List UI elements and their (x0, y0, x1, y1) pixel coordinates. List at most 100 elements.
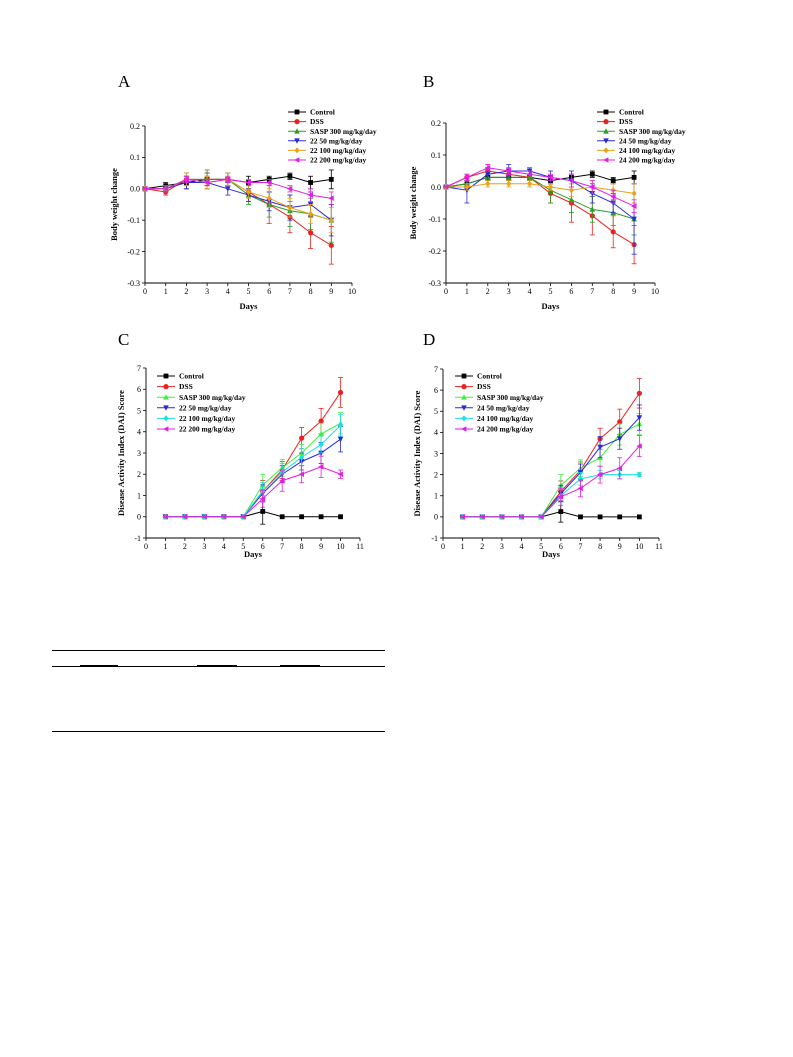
y-tick-label: 4 (137, 428, 141, 437)
data-point (142, 186, 148, 192)
legend-entry: 24 200 mg/kg/day (619, 156, 676, 165)
x-tick-label: 5 (549, 287, 553, 296)
data-point (318, 464, 324, 470)
data-point (299, 454, 305, 461)
series-6: 22 200 mg/kg/day (142, 156, 367, 205)
y-tick-label: 6 (137, 385, 141, 394)
data-point (557, 494, 564, 500)
x-tick-label: 1 (163, 542, 167, 551)
legend-marker (294, 157, 300, 163)
data-point (337, 389, 344, 396)
data-point (589, 184, 595, 190)
data-point (479, 514, 485, 520)
data-point (204, 179, 210, 186)
x-tick-label: 8 (309, 287, 313, 296)
data-point (224, 176, 231, 183)
legend-entry: DSS (619, 117, 633, 126)
data-point (610, 178, 616, 183)
data-point (308, 180, 313, 185)
data-point (279, 514, 285, 520)
x-tick-label: 9 (329, 287, 333, 296)
data-point (307, 192, 313, 198)
legend-entry: SASP 300 mg/kg/day (179, 393, 246, 402)
legend-marker (461, 373, 467, 379)
legend-marker (461, 426, 467, 432)
x-tick-label: 5 (247, 287, 251, 296)
data-point (610, 193, 616, 200)
data-point (631, 203, 637, 209)
table-rule-bottom (52, 731, 385, 732)
x-tick-label: 11 (655, 542, 663, 551)
panel-letter: C (118, 330, 129, 349)
data-point (589, 206, 596, 212)
x-axis-label: Days (542, 301, 561, 311)
x-tick-label: 9 (618, 542, 622, 551)
legend-marker (294, 147, 300, 154)
x-tick-label: 6 (261, 542, 265, 551)
x-tick-label: 8 (300, 542, 304, 551)
y-tick-label: 7 (434, 365, 438, 374)
x-tick-label: 7 (578, 542, 582, 551)
legend-entry: 22 100 mg/kg/day (310, 146, 367, 155)
legend-marker (163, 373, 169, 379)
y-axis-label: Body weight change (109, 168, 119, 241)
legend-marker (603, 138, 609, 144)
data-point (610, 229, 616, 235)
data-point (240, 513, 246, 520)
x-tick-label: 9 (632, 287, 636, 296)
legend-marker (294, 128, 300, 134)
x-tick-label: 9 (319, 542, 323, 551)
data-point (631, 175, 637, 180)
data-point (505, 168, 512, 174)
x-tick-label: 2 (486, 287, 490, 296)
x-tick-label: 3 (202, 542, 206, 551)
x-tick-label: 1 (164, 287, 168, 296)
legend-entry: 22 100 mg/kg/day (179, 414, 236, 423)
data-point (636, 443, 642, 449)
series-line (445, 167, 635, 207)
legend-entry: 24 100 mg/kg/day (477, 414, 534, 423)
chart-panel-a: A 0 1 2 3 4 5 6 7 8 9 10 -0.3 -0.2 -0.1 0.0 0.1 0.2 Days Bo… (109, 72, 377, 311)
data-point (485, 180, 491, 187)
y-tick-label: 0.1 (431, 151, 441, 160)
panel-letter: A (118, 72, 131, 91)
y-tick-label: 5 (137, 406, 141, 415)
y-tick-label: 3 (434, 449, 438, 458)
legend-marker (461, 384, 467, 390)
legend-entry: 24 50 mg/kg/day (619, 136, 672, 145)
legend-marker (163, 405, 169, 411)
series-6: 22 200 mg/kg/day (157, 425, 344, 520)
data-point (597, 444, 603, 451)
data-point (328, 176, 334, 182)
legend-entry: 22 200 mg/kg/day (179, 425, 236, 434)
data-point (578, 514, 583, 520)
series-line (462, 445, 640, 518)
y-axis-label: Body weight change (408, 166, 418, 239)
data-point (287, 173, 293, 179)
y-axis-label: Disease Activity Index (DAI) Score (412, 390, 422, 516)
data-point (558, 509, 564, 514)
series-line (145, 178, 332, 199)
table-rule-stub-3 (280, 665, 320, 666)
data-point (328, 217, 334, 224)
data-point (547, 184, 554, 190)
data-point (636, 471, 642, 478)
legend-marker (461, 405, 467, 411)
x-tick-label: 5 (241, 542, 245, 551)
legend-entry: DSS (179, 382, 193, 391)
x-tick-label: 1 (465, 287, 469, 296)
chart-panel-b: B 0 1 2 3 4 5 6 7 8 9 10 -0.3 -0.2 -0.1 0.0 0.1 0.2 Days Bo… (408, 72, 686, 311)
legend-marker (294, 138, 300, 144)
legend-marker (603, 147, 609, 154)
x-tick-label: 10 (635, 542, 643, 551)
legend-marker (461, 394, 467, 400)
data-point (538, 514, 544, 520)
legend-marker (603, 157, 609, 163)
data-point (506, 180, 512, 187)
data-point (266, 179, 272, 186)
series-line (165, 425, 341, 518)
legend-entry: Control (477, 372, 502, 381)
data-point (636, 415, 643, 421)
data-point (201, 513, 207, 520)
